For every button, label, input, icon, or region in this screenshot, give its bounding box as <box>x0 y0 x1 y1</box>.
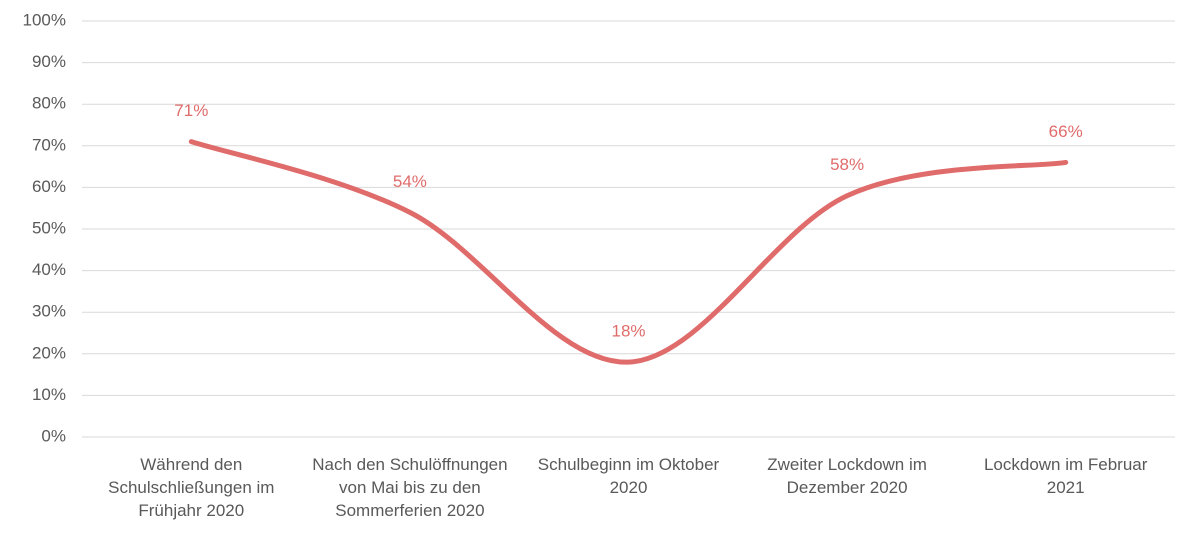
x-tick-label: Nach den Schulöffnungen von Mai bis zu d… <box>312 455 508 520</box>
x-tick-label: Lockdown im Februar 2021 <box>983 455 1148 497</box>
y-tick-label: 20% <box>32 343 66 362</box>
y-tick-label: 30% <box>32 302 66 321</box>
data-label: 18% <box>611 322 645 341</box>
x-tick-label: Zweiter Lockdown im Dezember 2020 <box>767 455 927 497</box>
y-tick-label: 60% <box>32 177 66 196</box>
data-label: 58% <box>830 155 864 174</box>
y-tick-label: 100% <box>23 10 66 29</box>
y-tick-label: 50% <box>32 218 66 237</box>
data-label: 54% <box>393 172 427 191</box>
data-label: 66% <box>1049 122 1083 141</box>
y-tick-label: 0% <box>41 426 66 445</box>
y-tick-label: 90% <box>32 52 66 71</box>
y-tick-label: 70% <box>32 135 66 154</box>
line <box>188 139 1069 365</box>
data-label: 71% <box>174 101 208 120</box>
x-tick-label: Während den Schulschließungen im Frühjah… <box>108 455 275 520</box>
y-tick-label: 10% <box>32 385 66 404</box>
x-tick-label: Schulbeginn im Oktober 2020 <box>537 455 720 497</box>
y-tick-label: 80% <box>32 94 66 113</box>
y-tick-label: 40% <box>32 260 66 279</box>
